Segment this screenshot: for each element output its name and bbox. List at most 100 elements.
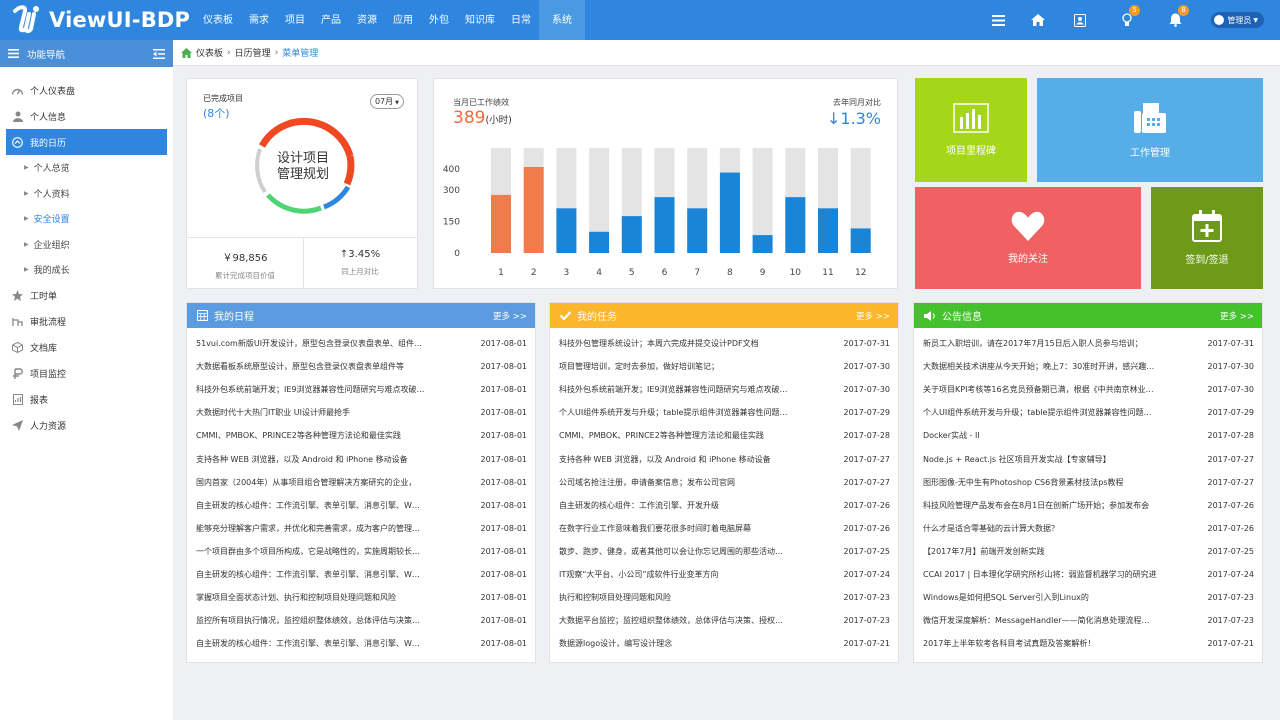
list-item-title[interactable]: 【2017年7月】前端开发创新实践 (923, 546, 1045, 556)
sidebar-item[interactable]: 个人信息 (0, 103, 173, 129)
contact-card-icon[interactable] (1062, 0, 1098, 40)
sidebar-item[interactable]: 个人仪表盘 (0, 77, 173, 103)
list-item[interactable]: 大数据相关技术讲座从今天开始；晚上7：30准时开讲，感兴趣… 2017-07-30 (914, 355, 1262, 378)
sidebar-item[interactable]: 工时单 (0, 283, 173, 309)
list-item[interactable]: CMMI、PMBOK、PRINCE2等各种管理方法论和最佳实践 2017-07-2… (550, 424, 898, 447)
list-item[interactable]: CCAI 2017 | 日本理化学研究所杉山将：弱监督机器学习的研究进 2017-… (914, 563, 1262, 586)
list-item-title[interactable]: Docker实战 - II (923, 431, 980, 441)
list-item[interactable]: 关于项目KPI考核等16名竞员预备期已满，根据《中共南京林业… 2017-07-3… (914, 378, 1262, 401)
list-item-title[interactable]: 公司域名抢注注册，申请备案信息；发布公司官网 (559, 477, 735, 487)
list-item[interactable]: 科技外包系统前端开发；IE9浏览器兼容性问题研究与难点攻破… 2017-07-30 (550, 378, 898, 401)
list-item-title[interactable]: 项目管理培训，定时去参加，做好培训笔记； (559, 362, 719, 372)
home-icon[interactable] (181, 47, 192, 58)
list-item[interactable]: 自主研发的核心组件：工作流引擎、表单引擎、消息引擎、W… 2017-08-01 (187, 563, 535, 586)
list-item[interactable]: 51vui.com新版UI开发设计，原型包含登录仪表盘表单、组件… 2017-08… (187, 332, 535, 355)
list-item-title[interactable]: 自主研发的核心组件：工作流引擎、表单引擎、消息引擎、W… (196, 639, 420, 649)
nav-item[interactable]: 资源 (357, 15, 377, 26)
list-item[interactable]: 一个项目群由多个项目所构成，它是战略性的，实施周期较长… 2017-08-01 (187, 540, 535, 563)
list-item-title[interactable]: 自主研发的核心组件：工作流引擎、表单引擎、消息引擎、W… (196, 500, 420, 510)
menu-icon[interactable] (980, 0, 1016, 40)
list-item[interactable]: 【2017年7月】前端开发创新实践 2017-07-25 (914, 540, 1262, 563)
list-item[interactable]: 能够充分理解客户需求，并优化和完善需求，成为客户的管理… 2017-08-01 (187, 517, 535, 540)
list-item-title[interactable]: IT观察“大平台、小公司”成软件行业变革方向 (559, 569, 719, 579)
list-item[interactable]: 支持各种 WEB 浏览器，以及 Android 和 iPhone 移动设备 201… (187, 447, 535, 470)
bar[interactable] (850, 228, 871, 253)
list-item[interactable]: 数据源logo设计，编写设计理念 2017-07-21 (550, 632, 898, 655)
admin-menu[interactable]: 管理员 ▼ (1211, 12, 1264, 28)
nav-item[interactable]: 仪表板 (203, 15, 233, 26)
list-item-title[interactable]: 什么才是适合零基础的云计算大数据？ (923, 523, 1059, 533)
bar[interactable] (719, 172, 740, 253)
quick-tile[interactable]: 签到/签退 (1151, 187, 1263, 289)
hamburger-icon[interactable] (8, 49, 19, 58)
list-item[interactable]: 掌握项目全面状态计划、执行和控制项目处理问题和风险 2017-08-01 (187, 586, 535, 609)
list-item-title[interactable]: 能够充分理解客户需求，并优化和完善需求，成为客户的管理… (196, 523, 420, 533)
nav-item[interactable]: 需求 (249, 15, 269, 26)
list-item[interactable]: Node.js + React.js 社区项目开发实战【专家辅导】 2017-07… (914, 447, 1262, 470)
list-item[interactable]: CMMI、PMBOK、PRINCE2等各种管理方法论和最佳实践 2017-08-0… (187, 424, 535, 447)
more-link[interactable]: 更多 >> (493, 311, 527, 322)
list-item[interactable]: 科技外包管理系统设计；本周六完成并提交设计PDF文档 2017-07-31 (550, 332, 898, 355)
list-item-title[interactable]: 散步、跑步、健身，或者其他可以会让你忘记周围的那些活动… (559, 546, 783, 556)
list-item-title[interactable]: 新员工入职培训，请在2017年7月15日后入职人员参与培训； (923, 339, 1143, 349)
list-item-title[interactable]: 科技外包系统前端开发；IE9浏览器兼容性问题研究与难点攻破… (559, 385, 788, 395)
list-item[interactable]: 散步、跑步、健身，或者其他可以会让你忘记周围的那些活动… 2017-07-25 (550, 540, 898, 563)
list-item-title[interactable]: 在数字行业工作意味着我们要花很多时间盯着电脑屏幕 (559, 523, 751, 533)
quick-tile[interactable]: 我的关注 (915, 187, 1141, 289)
bar[interactable] (785, 197, 806, 253)
list-item[interactable]: 科技风险管理产品发布会在8月1日在创新广场开始；参加发布会 2017-07-26 (914, 494, 1262, 517)
list-item[interactable]: 自主研发的核心组件：工作流引擎、表单引擎、消息引擎、W… 2017-08-01 (187, 494, 535, 517)
bell-icon[interactable]: 8 (1160, 0, 1190, 40)
list-item-title[interactable]: 大数据相关技术讲座从今天开始；晚上7：30准时开讲，感兴趣… (923, 362, 1155, 372)
nav-item[interactable]: 系统 (539, 0, 585, 40)
bulb-icon[interactable]: 5 (1112, 0, 1142, 40)
list-item[interactable]: 在数字行业工作意味着我们要花很多时间盯着电脑屏幕 2017-07-26 (550, 517, 898, 540)
breadcrumb-home[interactable]: 仪表板 (196, 49, 224, 59)
nav-item[interactable]: 日常 (511, 15, 531, 26)
list-item-title[interactable]: 大数据时代十大热门IT职业 UI设计师最抢手 (196, 408, 351, 418)
list-item[interactable]: 什么才是适合零基础的云计算大数据？ 2017-07-26 (914, 517, 1262, 540)
list-item-title[interactable]: 大数据平台监控；监控组织整体绩效，总体评估与决策、授权… (559, 616, 783, 626)
sidebar-item[interactable]: 人力资源 (0, 413, 173, 439)
list-item[interactable]: 个人UI组件系统开发与升级；table提示组件浏览器兼容性问题… 2017-07-… (914, 401, 1262, 424)
app-logo[interactable]: ViewUI-BDP (12, 4, 190, 36)
done-count[interactable]: (8个) (203, 107, 230, 120)
list-item-title[interactable]: CCAI 2017 | 日本理化学研究所杉山将：弱监督机器学习的研究进 (923, 569, 1157, 579)
breadcrumb-mid[interactable]: 日历管理 (234, 49, 271, 59)
list-item-title[interactable]: 支持各种 WEB 浏览器，以及 Android 和 iPhone 移动设备 (196, 454, 408, 464)
list-item-title[interactable]: 2017年上半年软考各科目考试真题及答案解析！ (923, 639, 1096, 649)
quick-tile[interactable]: 工作管理 (1037, 78, 1263, 182)
month-select[interactable]: 07月 ▼ (369, 94, 404, 109)
sidebar-item[interactable]: 项目监控 (0, 361, 173, 387)
sidebar-item[interactable]: 文档库 (0, 335, 173, 361)
list-item[interactable]: 监控所有项目执行情况，监控组织整体绩效，总体评估与决策… 2017-08-01 (187, 609, 535, 632)
list-item-title[interactable]: 科技风险管理产品发布会在8月1日在创新广场开始；参加发布会 (923, 500, 1150, 510)
list-item-title[interactable]: 自主研发的核心组件：工作流引擎、开发升级 (559, 500, 719, 510)
sidebar-item[interactable]: 审批流程 (0, 309, 173, 335)
list-item-title[interactable]: CMMI、PMBOK、PRINCE2等各种管理方法论和最佳实践 (196, 431, 401, 441)
bar[interactable] (621, 216, 642, 253)
sidebar-subitem[interactable]: ▶ 个人资料 (0, 181, 173, 207)
sidebar-subitem[interactable]: ▶ 个人总览 (0, 155, 173, 181)
list-item-title[interactable]: 支持各种 WEB 浏览器，以及 Android 和 iPhone 移动设备 (559, 454, 771, 464)
nav-item[interactable]: 外包 (429, 15, 449, 26)
list-item[interactable]: 大数据平台监控；监控组织整体绩效，总体评估与决策、授权… 2017-07-23 (550, 609, 898, 632)
list-item-title[interactable]: 监控所有项目执行情况，监控组织整体绩效，总体评估与决策… (196, 616, 420, 626)
list-item-title[interactable]: Node.js + React.js 社区项目开发实战【专家辅导】 (923, 454, 1111, 464)
list-item-title[interactable]: 个人UI组件系统开发与升级；table提示组件浏览器兼容性问题… (923, 408, 1152, 418)
list-item[interactable]: Windows是如何把SQL Server引入到Linux的 2017-07-23 (914, 586, 1262, 609)
list-item-title[interactable]: 科技外包管理系统设计；本周六完成并提交设计PDF文档 (559, 339, 759, 349)
list-item[interactable]: 支持各种 WEB 浏览器，以及 Android 和 iPhone 移动设备 201… (550, 447, 898, 470)
list-item-title[interactable]: 数据源logo设计，编写设计理念 (559, 639, 673, 649)
more-link[interactable]: 更多 >> (1220, 311, 1254, 322)
list-item-title[interactable]: 一个项目群由多个项目所构成，它是战略性的，实施周期较长… (196, 546, 420, 556)
list-item[interactable]: 新员工入职培训，请在2017年7月15日后入职人员参与培训； 2017-07-31 (914, 332, 1262, 355)
list-item-title[interactable]: Windows是如何把SQL Server引入到Linux的 (923, 593, 1089, 603)
collapse-sidebar-icon[interactable] (153, 48, 165, 59)
list-item[interactable]: IT观察“大平台、小公司”成软件行业变革方向 2017-07-24 (550, 563, 898, 586)
bar[interactable] (752, 235, 773, 253)
nav-item[interactable]: 知识库 (465, 15, 495, 26)
sidebar-subitem[interactable]: ▶ 安全设置 (0, 206, 173, 232)
nav-item[interactable]: 应用 (393, 15, 413, 26)
list-item-title[interactable]: 掌握项目全面状态计划、执行和控制项目处理问题和风险 (196, 593, 396, 603)
